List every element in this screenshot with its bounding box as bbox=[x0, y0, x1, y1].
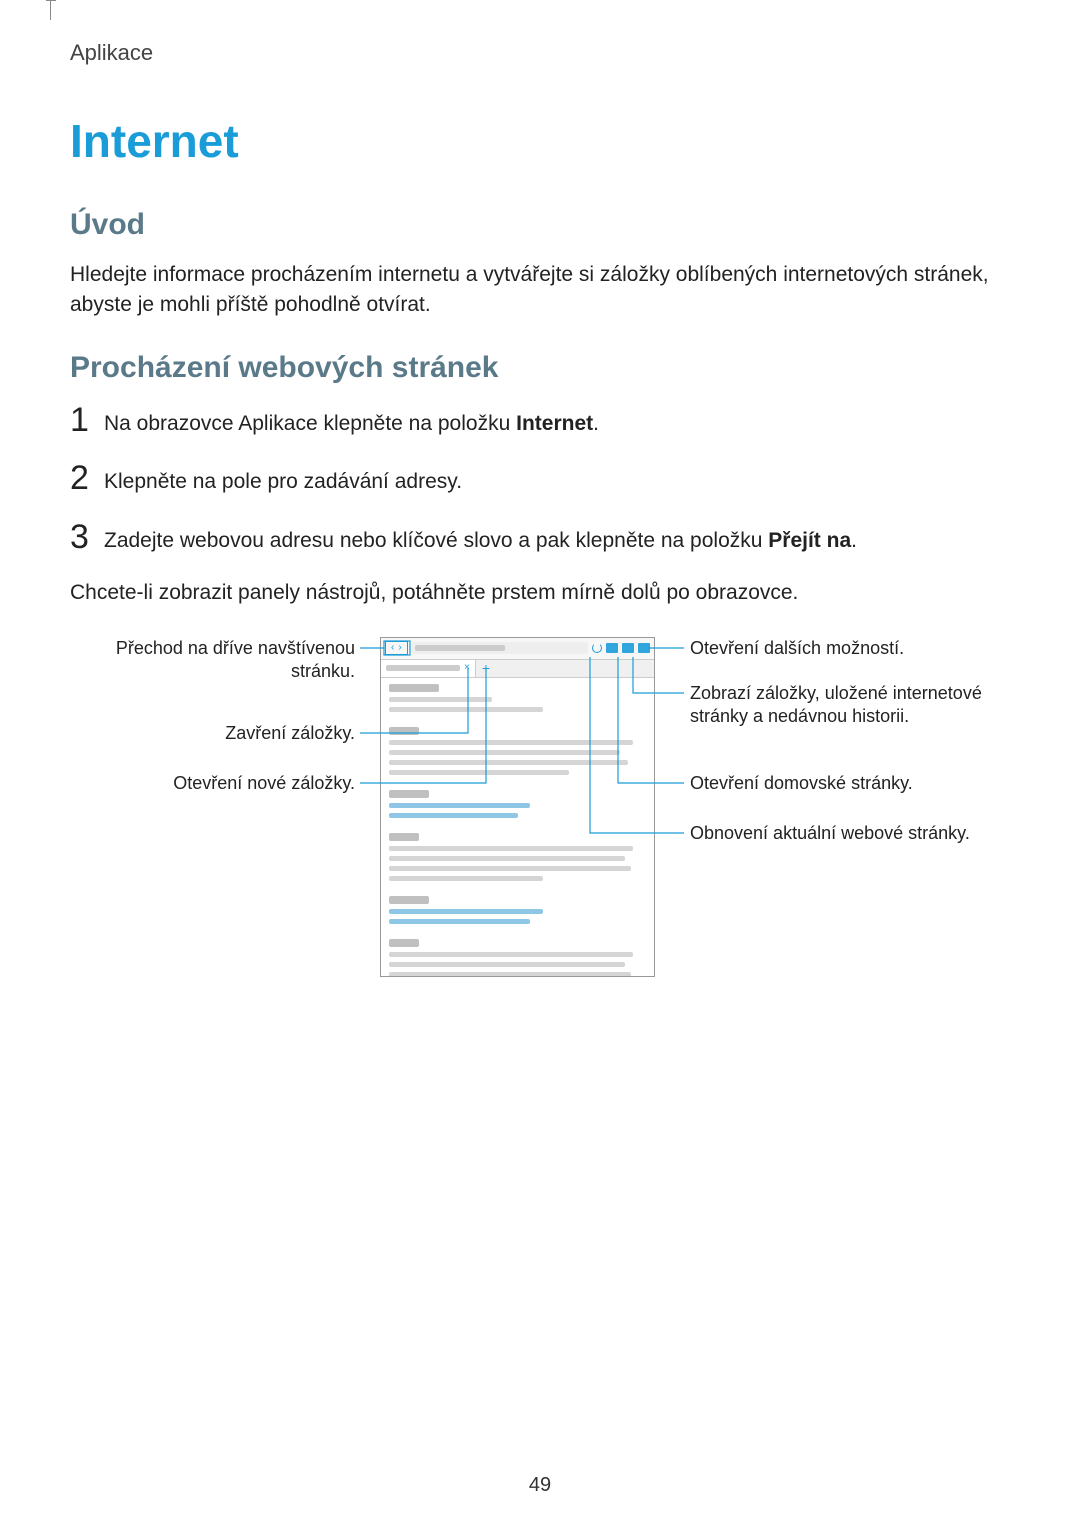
bookmarks-icon bbox=[622, 643, 634, 653]
step-text: Na obrazovce Aplikace klepněte na položk… bbox=[104, 403, 599, 439]
intro-text: Hledejte informace procházením internetu… bbox=[70, 260, 1010, 321]
step-3-bold: Přejít na bbox=[768, 529, 851, 552]
step-2: 2 Klepněte na pole pro zadávání adresy. bbox=[70, 461, 1010, 497]
step-1-post: . bbox=[593, 412, 599, 435]
step-1-bold: Internet bbox=[516, 412, 593, 435]
page: Aplikace Internet Úvod Hledejte informac… bbox=[0, 0, 1080, 1527]
browser-diagram: ‹ › × + bbox=[70, 637, 1010, 1007]
step-text: Klepněte na pole pro zadávání adresy. bbox=[104, 461, 462, 497]
page-content-mock bbox=[381, 678, 654, 977]
tab-bar: × + bbox=[381, 660, 654, 678]
page-title: Internet bbox=[70, 114, 1010, 168]
more-icon bbox=[638, 643, 650, 653]
address-bar bbox=[412, 642, 588, 654]
step-3: 3 Zadejte webovou adresu nebo klíčové sl… bbox=[70, 520, 1010, 556]
callout-more: Otevření dalších možností. bbox=[690, 637, 1000, 660]
step-1: 1 Na obrazovce Aplikace klepněte na polo… bbox=[70, 403, 1010, 439]
step-text: Zadejte webovou adresu nebo klíčové slov… bbox=[104, 520, 857, 556]
step-1-pre: Na obrazovce Aplikace klepněte na položk… bbox=[104, 412, 516, 435]
browser-toolbar: ‹ › bbox=[381, 638, 654, 660]
callout-new-tab: Otevření nové záložky. bbox=[70, 772, 355, 795]
step-number: 1 bbox=[70, 403, 104, 437]
home-icon bbox=[606, 643, 618, 653]
section-heading-intro: Úvod bbox=[70, 208, 1010, 242]
breadcrumb: Aplikace bbox=[70, 40, 1010, 66]
tab-label bbox=[386, 665, 460, 671]
forward-icon: › bbox=[396, 643, 403, 653]
callout-home: Otevření domovské stránky. bbox=[690, 772, 1000, 795]
step-number: 2 bbox=[70, 461, 104, 495]
step-number: 3 bbox=[70, 520, 104, 554]
close-tab-icon: × bbox=[464, 663, 470, 673]
refresh-icon bbox=[592, 643, 602, 653]
callout-close-tab: Zavření záložky. bbox=[70, 722, 355, 745]
browser-tab: × bbox=[381, 660, 476, 677]
callout-bookmarks: Zobrazí záložky, uložené internetové str… bbox=[690, 682, 1010, 729]
new-tab-icon: + bbox=[476, 660, 496, 677]
callout-refresh: Obnovení aktuální webové stránky. bbox=[690, 822, 1000, 845]
back-icon: ‹ bbox=[389, 643, 396, 653]
steps-list: 1 Na obrazovce Aplikace klepněte na polo… bbox=[70, 403, 1010, 556]
step-3-post: . bbox=[851, 529, 857, 552]
section-heading-browse: Procházení webových stránek bbox=[70, 351, 1010, 385]
tip-text: Chcete-li zobrazit panely nástrojů, potá… bbox=[70, 578, 1010, 608]
crop-mark bbox=[50, 0, 60, 20]
nav-buttons: ‹ › bbox=[385, 641, 408, 655]
browser-mock: ‹ › × + bbox=[380, 637, 655, 977]
page-number: 49 bbox=[0, 1474, 1080, 1497]
callout-back: Přechod na dříve navštívenou stránku. bbox=[70, 637, 355, 684]
step-3-pre: Zadejte webovou adresu nebo klíčové slov… bbox=[104, 529, 768, 552]
